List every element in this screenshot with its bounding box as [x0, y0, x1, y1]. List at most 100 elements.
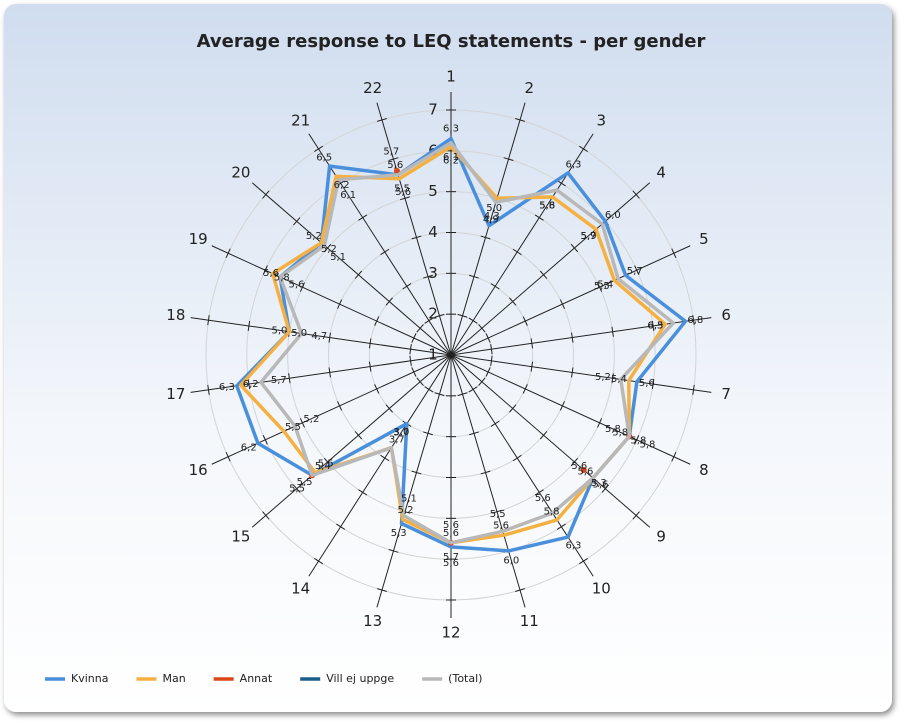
- category-label: 22: [363, 79, 382, 97]
- data-label: 6,0: [605, 210, 621, 221]
- tick-mark: [247, 320, 251, 331]
- tick-mark: [692, 315, 695, 326]
- data-label: 6,3: [565, 540, 581, 551]
- spoke: [251, 354, 452, 528]
- data-label: 5,6: [535, 493, 551, 504]
- spoke: [450, 354, 594, 577]
- data-label: 6,3: [565, 160, 581, 171]
- data-label: 6,1: [340, 190, 356, 201]
- data-label: 3,0: [393, 427, 409, 438]
- tick-mark: [409, 355, 412, 366]
- data-label: 5,2: [595, 372, 611, 383]
- tick-mark: [480, 235, 491, 240]
- category-label: 5: [699, 230, 709, 248]
- category-label: 2: [525, 79, 535, 97]
- tick-mark: [490, 283, 500, 290]
- tick-mark: [468, 317, 478, 324]
- tick-mark: [262, 190, 270, 199]
- tick-mark: [634, 435, 640, 445]
- tick-mark: [288, 373, 291, 384]
- data-label: 5,6: [493, 521, 509, 532]
- data-label: 5,2: [306, 231, 322, 242]
- category-label: 3: [597, 112, 607, 130]
- tick-mark: [490, 355, 493, 366]
- tick-mark: [328, 332, 331, 343]
- r-tick-label: 4: [428, 223, 438, 241]
- data-label: 5,0: [271, 325, 287, 336]
- data-label: 6,3: [219, 382, 235, 393]
- tick-mark: [556, 180, 566, 187]
- data-label: 5,2: [303, 414, 319, 425]
- data-label: 5,1: [330, 252, 346, 263]
- data-label: 5,6: [539, 200, 555, 211]
- category-label: 18: [166, 306, 185, 324]
- category-label: 10: [592, 579, 611, 597]
- data-label: 6,1: [443, 152, 459, 163]
- data-label: 5,6: [395, 187, 411, 198]
- tick-mark: [478, 377, 486, 386]
- spoke: [450, 245, 691, 356]
- data-label: 5,6: [577, 466, 593, 477]
- tick-mark: [457, 313, 468, 318]
- data-label: 5,9: [581, 231, 597, 242]
- tick-mark: [358, 214, 368, 221]
- tick-mark: [423, 274, 433, 279]
- tick-mark: [534, 489, 544, 496]
- data-label: 5,5: [490, 509, 506, 520]
- category-label: 4: [656, 163, 666, 181]
- legend-label: Vill ej uppge: [326, 672, 394, 685]
- chart-title: Average response to LEQ statements - per…: [197, 31, 706, 52]
- tick-mark: [492, 509, 502, 514]
- tick-mark: [299, 282, 305, 292]
- data-label: 5,0: [486, 203, 502, 214]
- tick-mark: [336, 523, 346, 530]
- spoke: [450, 354, 691, 465]
- data-label: 6,3: [443, 124, 459, 135]
- tick-mark: [457, 392, 468, 397]
- tick-mark: [509, 297, 517, 306]
- data-label: 5,5: [394, 183, 410, 194]
- spoke: [190, 317, 452, 356]
- r-tick-label: 1: [428, 346, 438, 364]
- tick-mark: [651, 320, 655, 331]
- category-label: 21: [291, 112, 310, 130]
- tick-mark: [556, 523, 566, 530]
- legend-label: (Total): [448, 672, 482, 685]
- tick-mark: [416, 324, 424, 333]
- tick-mark: [262, 511, 270, 520]
- data-label: 5,8: [605, 424, 621, 435]
- data-label: 5,1: [401, 493, 417, 504]
- tick-mark: [570, 457, 579, 467]
- tick-mark: [601, 484, 609, 493]
- tick-mark: [424, 386, 434, 393]
- tick-mark: [692, 384, 695, 395]
- series-line: [259, 140, 676, 545]
- category-label: 8: [699, 461, 709, 479]
- legend-label: Annat: [240, 672, 273, 685]
- data-label: 6,2: [334, 180, 350, 191]
- data-label: 5,8: [640, 440, 656, 451]
- tick-mark: [385, 404, 393, 413]
- data-label: 6,2: [241, 442, 257, 453]
- tick-mark: [380, 454, 390, 462]
- tick-mark: [207, 315, 210, 326]
- tick-mark: [423, 431, 433, 436]
- tick-mark: [468, 386, 478, 393]
- data-label: 5,7: [443, 552, 459, 563]
- r-tick-label: 7: [428, 101, 438, 119]
- tick-mark: [374, 384, 380, 394]
- tick-mark: [247, 379, 251, 390]
- data-label: 3,7: [393, 428, 409, 439]
- data-label: 5,8: [612, 427, 628, 438]
- tick-mark: [400, 196, 410, 201]
- tick-mark: [411, 470, 422, 475]
- tick-mark: [411, 367, 417, 377]
- spoke: [450, 182, 651, 356]
- tick-mark: [314, 557, 324, 565]
- legend-label: Man: [162, 672, 185, 685]
- tick-mark: [225, 452, 231, 462]
- data-label: 5,6: [443, 528, 459, 539]
- data-label: 5,6: [387, 160, 403, 171]
